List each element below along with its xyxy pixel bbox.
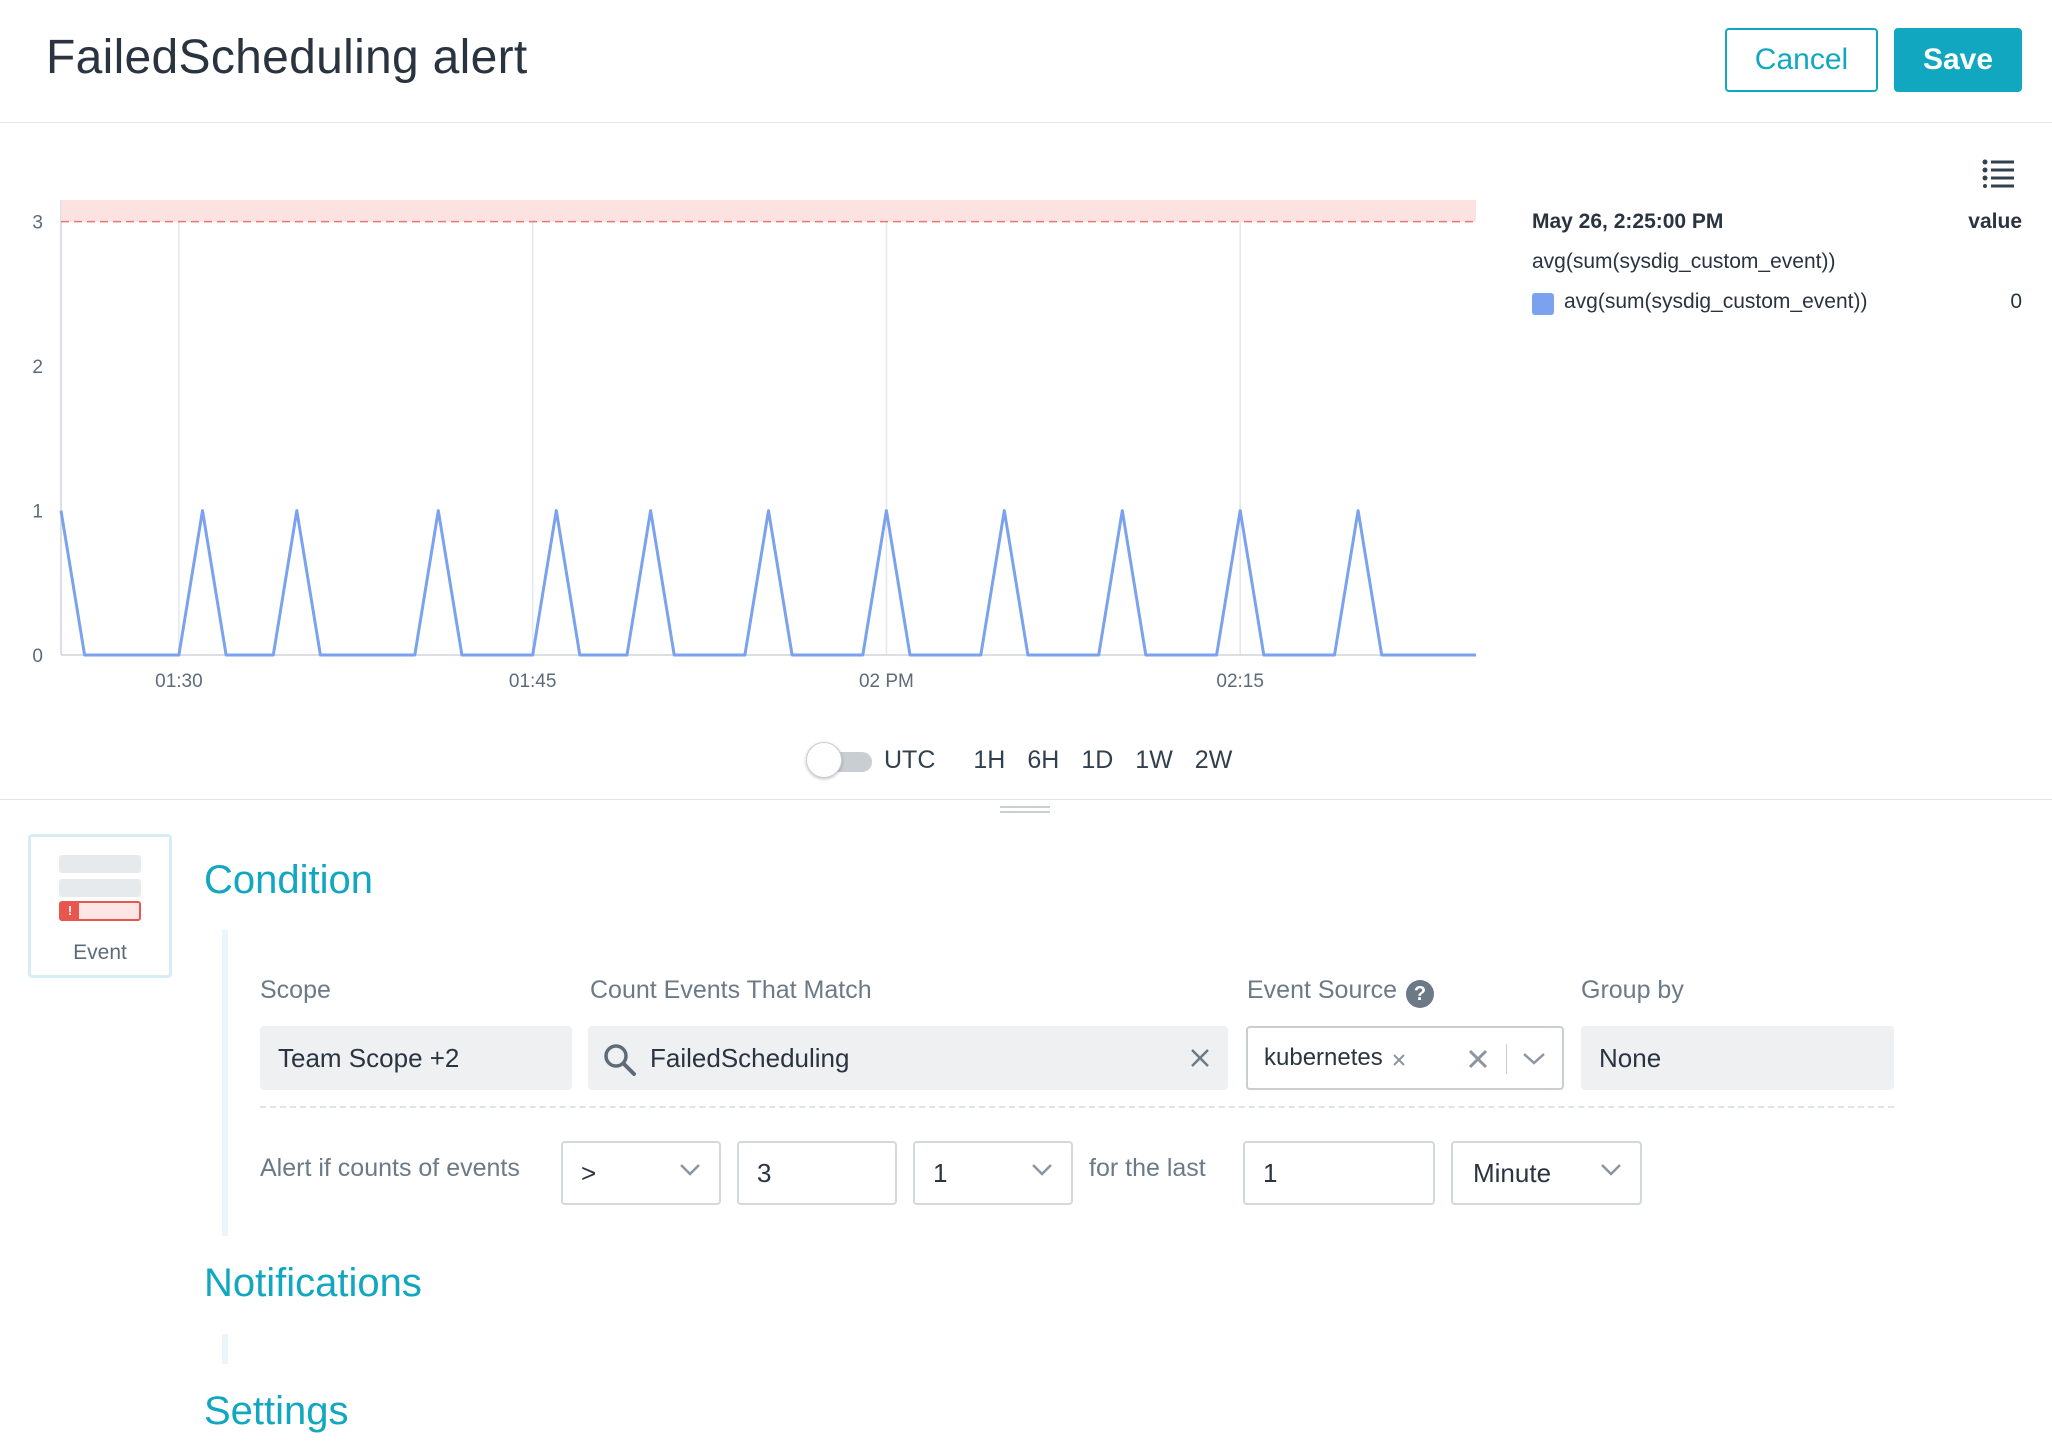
section-notifications[interactable]: Notifications: [204, 1261, 422, 1305]
group-by-field[interactable]: None: [1581, 1026, 1894, 1090]
group-by-value: None: [1599, 1042, 1662, 1073]
source-label: Event Source: [1247, 976, 1398, 1004]
y-tick-label: 2: [32, 357, 43, 378]
legend-metric: avg(sum(sysdig_custom_event)): [1532, 250, 1836, 273]
y-tick-label: 1: [32, 502, 43, 523]
match-search-input[interactable]: FailedScheduling: [588, 1026, 1228, 1090]
condition-guide-line: [222, 930, 228, 1236]
search-icon: [604, 1044, 636, 1076]
legend-series-label: avg(sum(sysdig_custom_event)): [1564, 290, 1868, 313]
utc-label: UTC: [884, 745, 936, 774]
page-title: FailedScheduling alert: [46, 31, 528, 84]
count-select[interactable]: 1: [913, 1141, 1073, 1205]
x-tick-label: 01:30: [155, 671, 203, 692]
legend-series-row[interactable]: avg(sum(sysdig_custom_event)) 0: [1532, 290, 2022, 318]
operator-select[interactable]: >: [561, 1141, 721, 1205]
legend-series-value: 0: [2010, 290, 2022, 313]
clear-all-icon[interactable]: [1468, 1049, 1488, 1069]
notifications-guide-line: [222, 1334, 228, 1364]
time-controls: UTC 1H 6H 1D 1W 2W: [806, 740, 1254, 780]
y-tick-label: 0: [32, 646, 43, 667]
event-alert-icon: !: [59, 901, 141, 921]
event-count-chart: 0 1 2 3 01:30 01:45 02 PM 02:15: [32, 200, 1476, 692]
range-6h-button[interactable]: 6H: [1027, 745, 1060, 774]
chevron-down-icon: [680, 1164, 700, 1176]
section-settings[interactable]: Settings: [204, 1389, 349, 1433]
page-header: FailedScheduling alert Cancel Save: [0, 0, 2052, 123]
cancel-button[interactable]: Cancel: [1725, 28, 1878, 92]
source-chip-label: kubernetes: [1264, 1044, 1383, 1071]
duration-value: 1: [1263, 1157, 1278, 1188]
save-button[interactable]: Save: [1894, 28, 2022, 92]
resize-handle[interactable]: [1000, 806, 1050, 814]
event-icon-bar: [59, 879, 141, 897]
scope-field[interactable]: Team Scope +2: [260, 1026, 572, 1090]
event-icon-bar: [59, 855, 141, 873]
section-condition[interactable]: Condition: [204, 858, 374, 902]
clear-icon[interactable]: [1190, 1048, 1210, 1068]
alert-if-label: Alert if counts of events: [260, 1154, 520, 1182]
count-select-value: 1: [933, 1157, 948, 1188]
series-color-swatch: [1532, 293, 1554, 315]
scope-value: Team Scope +2: [278, 1042, 460, 1073]
duration-input[interactable]: 1: [1243, 1141, 1435, 1205]
y-tick-label: 3: [32, 213, 43, 234]
chevron-down-icon: [1032, 1164, 1052, 1176]
utc-toggle-knob: [806, 742, 842, 778]
range-1w-button[interactable]: 1W: [1135, 745, 1173, 774]
chip-remove-icon[interactable]: [1392, 1053, 1406, 1067]
series-line: [59, 509, 1476, 657]
range-1d-button[interactable]: 1D: [1081, 745, 1114, 774]
range-1h-button[interactable]: 1H: [973, 745, 1006, 774]
scope-label: Scope: [260, 976, 331, 1004]
chevron-down-icon: [1601, 1164, 1621, 1176]
list-icon[interactable]: [1982, 158, 2014, 188]
help-icon[interactable]: ?: [1406, 980, 1434, 1008]
threshold-band: [61, 200, 1476, 222]
utc-toggle[interactable]: [806, 742, 872, 778]
condition-divider: [260, 1106, 1894, 1108]
time-unit-value: Minute: [1473, 1157, 1552, 1188]
time-unit-select[interactable]: Minute: [1451, 1141, 1642, 1205]
chevron-down-icon[interactable]: [1522, 1052, 1546, 1066]
threshold-value: 3: [757, 1157, 772, 1188]
x-tick-label: 01:45: [509, 671, 557, 692]
operator-value: >: [581, 1157, 597, 1188]
chart-panel: [0, 124, 2052, 800]
legend-value-header: value: [1968, 210, 2022, 233]
event-source-select[interactable]: kubernetes: [1246, 1026, 1564, 1090]
x-tick-label: 02 PM: [859, 671, 914, 692]
match-value: FailedScheduling: [650, 1042, 850, 1073]
match-label: Count Events That Match: [590, 976, 872, 1004]
alert-type-card-event[interactable]: ! Event: [28, 834, 172, 978]
range-2w-button[interactable]: 2W: [1194, 745, 1233, 774]
legend-timestamp: May 26, 2:25:00 PM: [1532, 210, 1724, 233]
for-the-last-label: for the last: [1089, 1154, 1206, 1182]
threshold-input[interactable]: 3: [737, 1141, 897, 1205]
alert-type-label: Event: [73, 941, 127, 964]
group-by-label: Group by: [1581, 976, 1684, 1004]
x-tick-label: 02:15: [1216, 671, 1264, 692]
